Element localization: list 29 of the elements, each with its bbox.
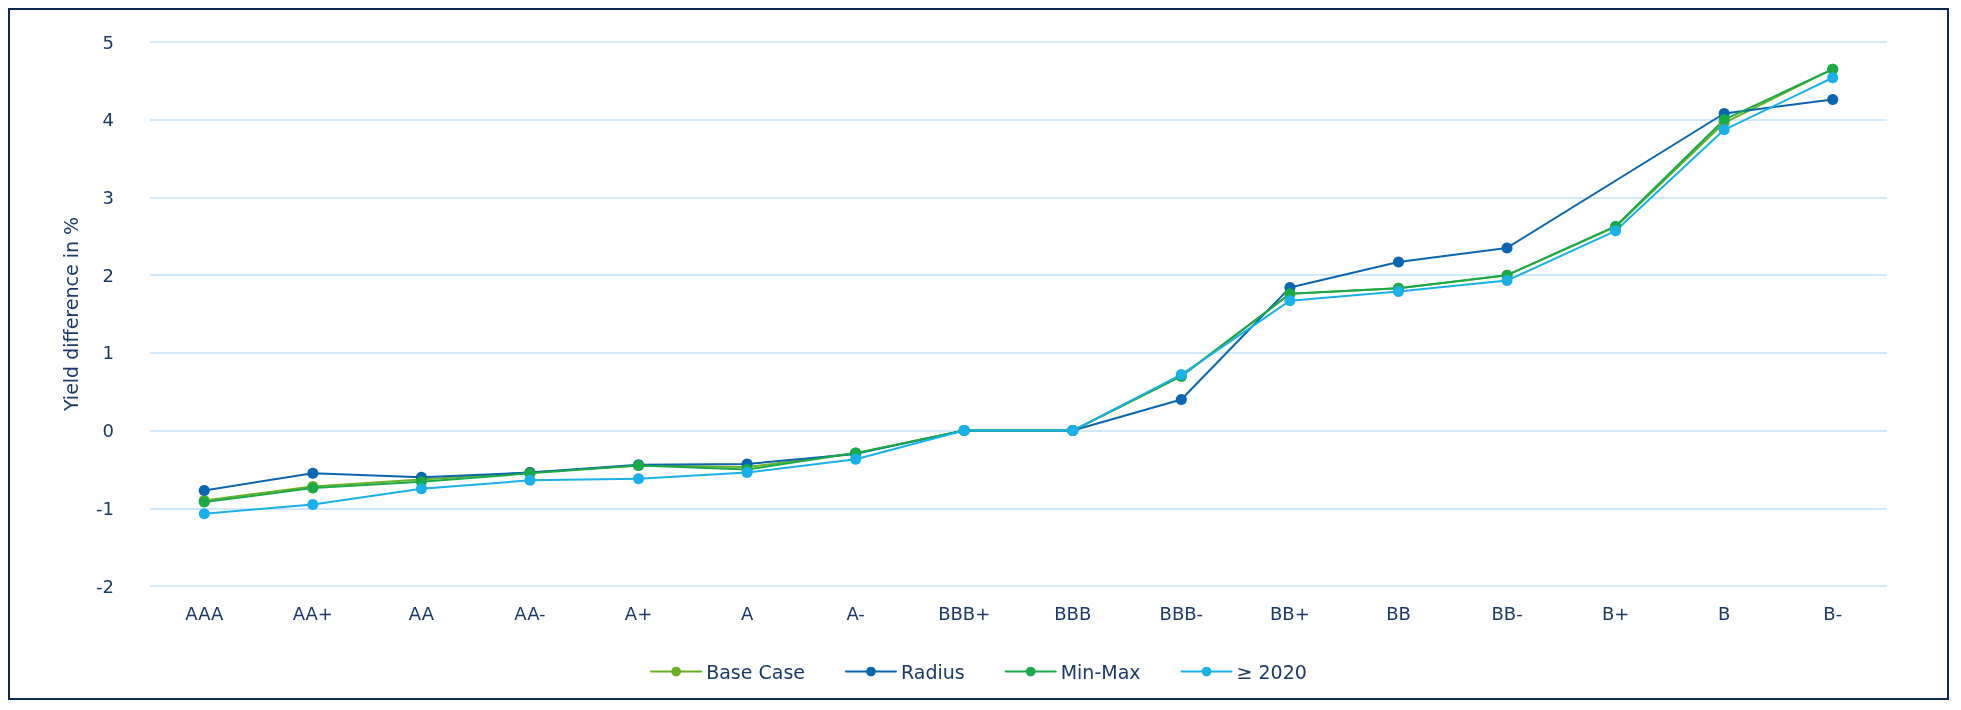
x-tick-label: B- (1823, 602, 1843, 624)
x-tick-label: B (1717, 602, 1731, 624)
x-tick-label: A- (846, 602, 865, 624)
y-tick-label: 0 (102, 420, 114, 442)
x-tick-label: BB (1386, 602, 1411, 624)
y-tick-label: -1 (96, 497, 114, 519)
legend-label: Base Case (706, 660, 805, 683)
y-tick-label: 1 (102, 342, 114, 364)
legend-label: ≥ 2020 (1236, 660, 1307, 683)
x-tick-label: A+ (624, 602, 653, 624)
x-tick-label: BB- (1491, 602, 1523, 624)
y-tick-label: 4 (102, 109, 114, 131)
legend-label: Radius (900, 660, 965, 683)
x-tick-label: BBB+ (938, 602, 991, 624)
legend-label: Min-Max (1060, 660, 1141, 683)
x-tick-label: AAA (185, 602, 224, 624)
x-tick-label: AA- (514, 602, 546, 624)
x-tick-label: B+ (1601, 602, 1630, 624)
y-tick-label: 2 (102, 264, 114, 286)
x-tick-label: BB+ (1270, 602, 1310, 624)
y-tick-label: 5 (102, 31, 114, 53)
x-tick-label: BBB- (1159, 602, 1204, 624)
y-tick-label: -2 (96, 575, 114, 597)
x-tick-label: AA+ (292, 602, 333, 624)
x-tick-label: AA (408, 602, 435, 624)
x-tick-label: BBB (1054, 602, 1092, 624)
y-tick-label: 3 (102, 186, 114, 208)
x-tick-label: A (740, 602, 754, 624)
y-axis-title: Yield difference in % (59, 216, 82, 413)
